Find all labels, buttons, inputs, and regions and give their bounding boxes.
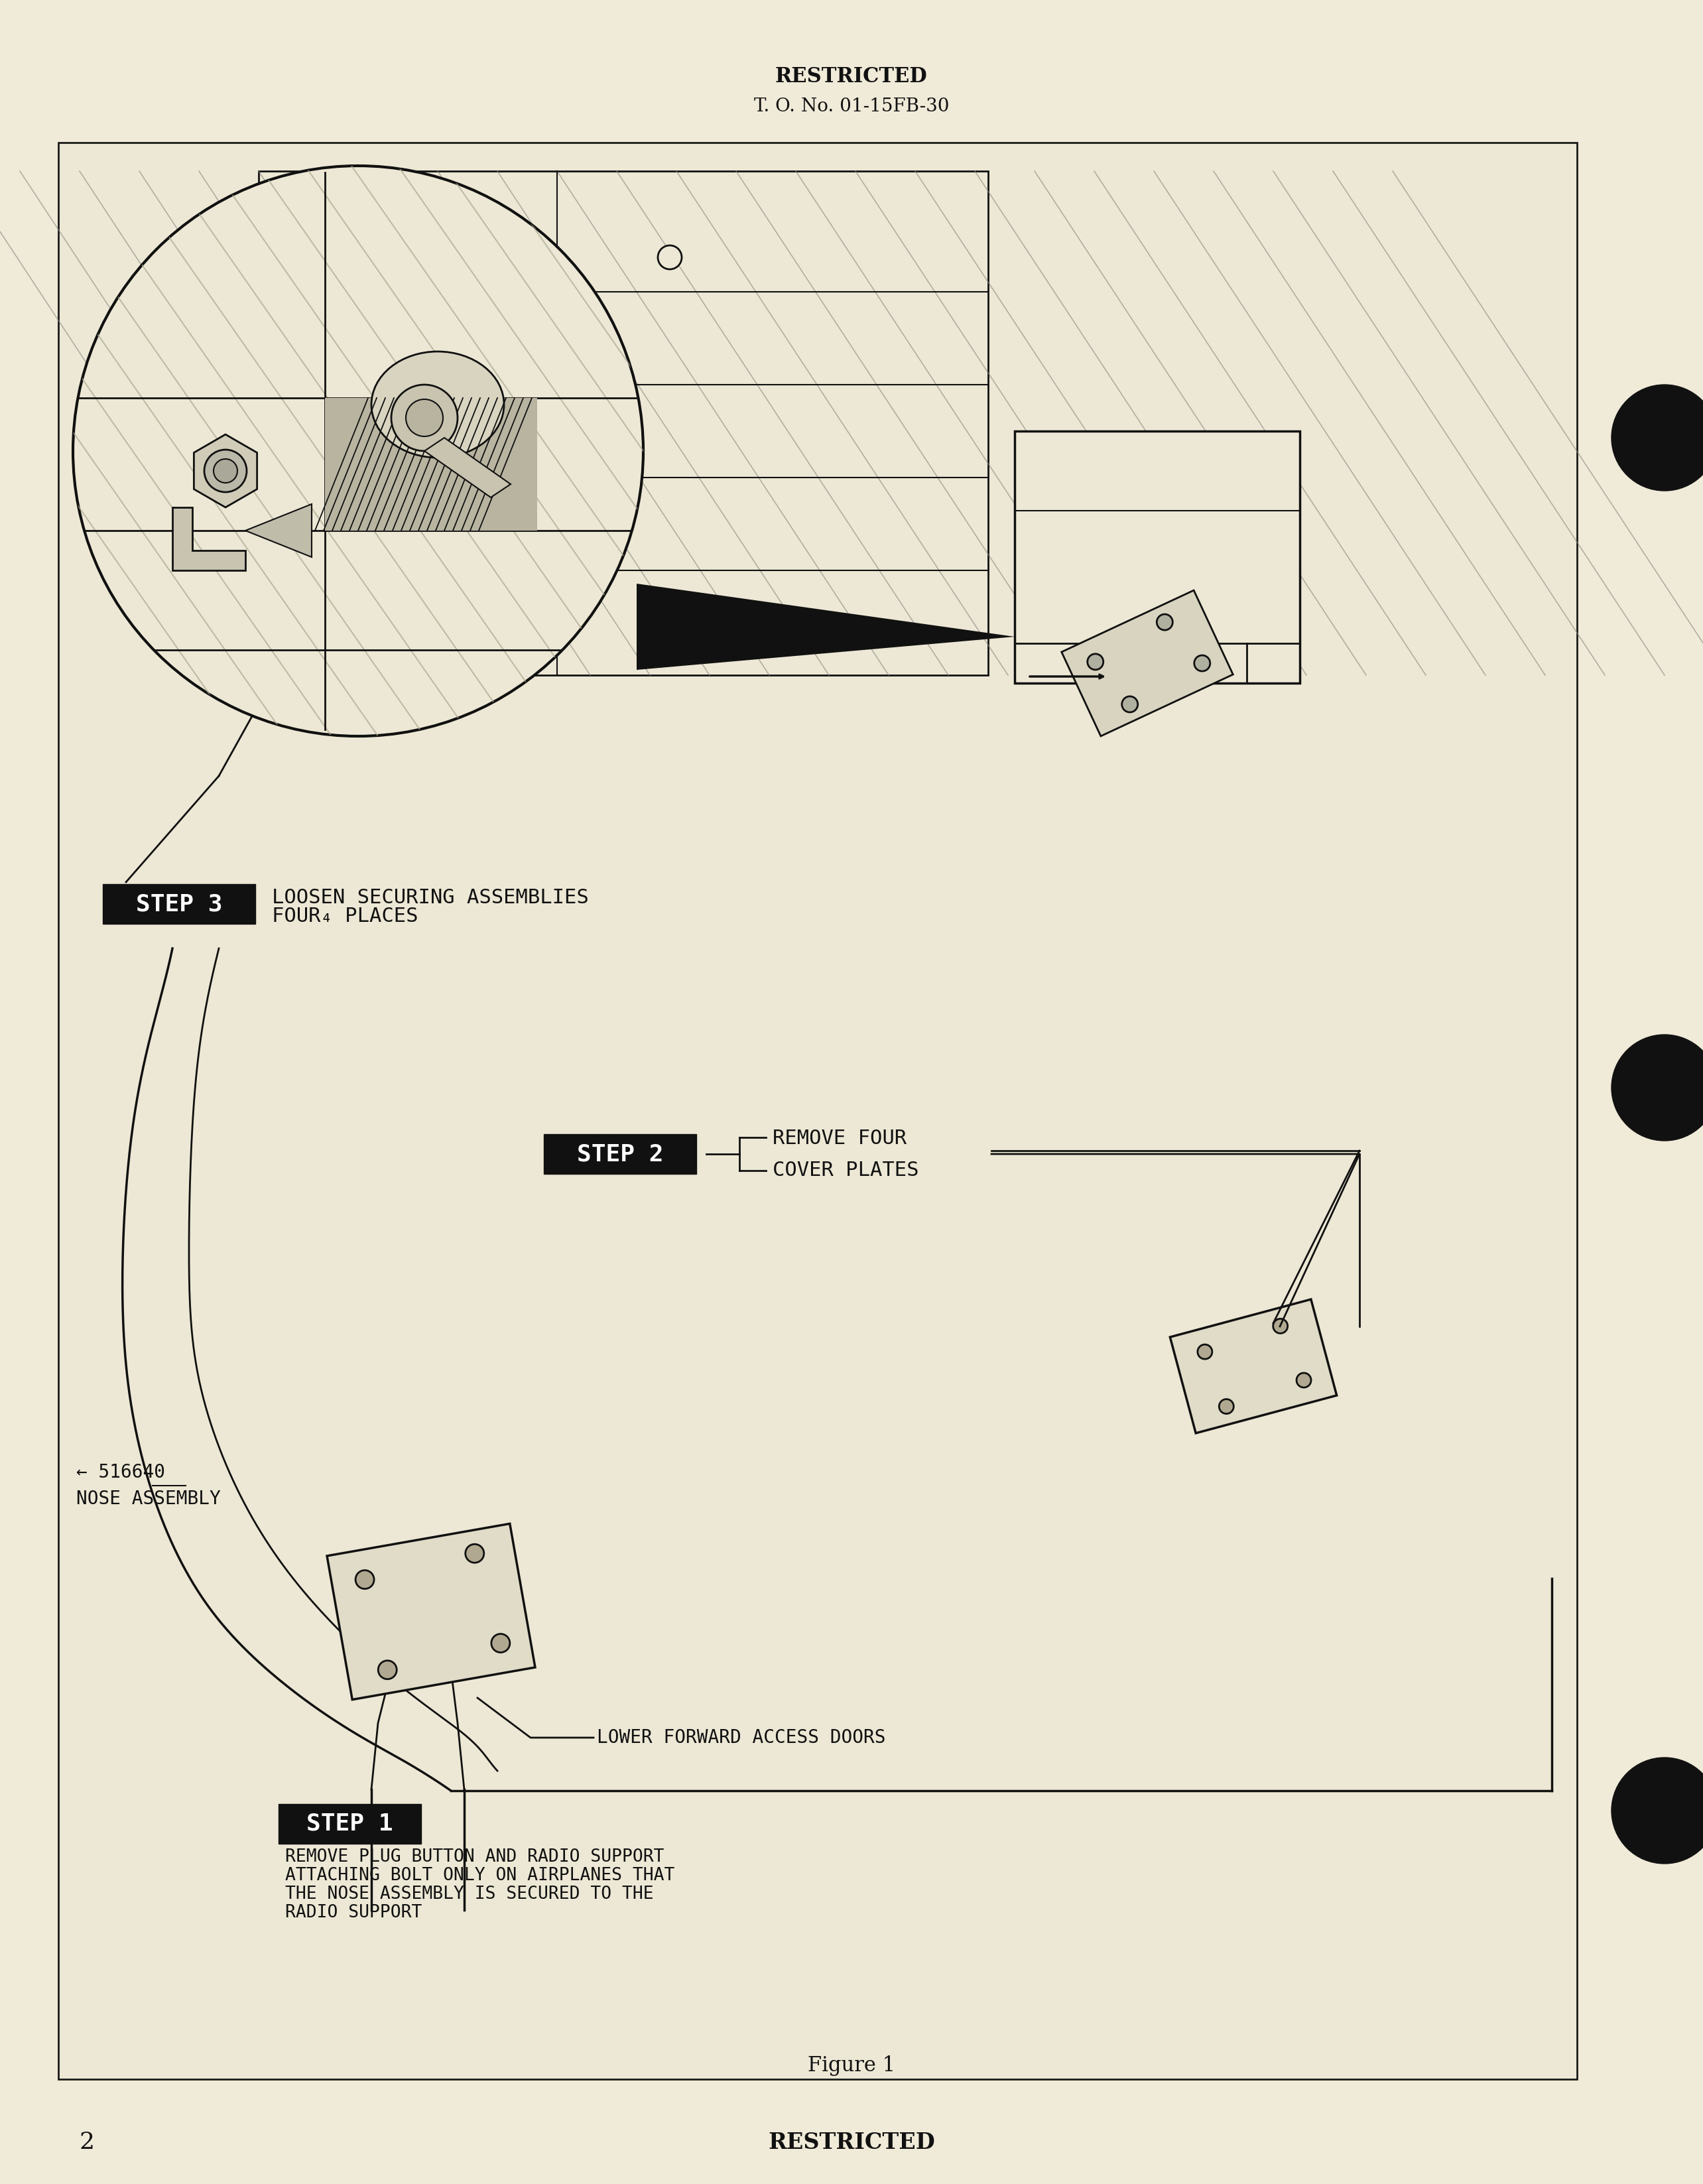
Text: ATTACHING BOLT ONLY ON AIRPLANES THAT: ATTACHING BOLT ONLY ON AIRPLANES THAT bbox=[284, 1867, 674, 1885]
Text: LOWER FORWARD ACCESS DOORS: LOWER FORWARD ACCESS DOORS bbox=[596, 1728, 886, 1747]
Text: REMOVE PLUG BUTTON AND RADIO SUPPORT: REMOVE PLUG BUTTON AND RADIO SUPPORT bbox=[284, 1848, 664, 1865]
Circle shape bbox=[378, 1660, 397, 1679]
Text: STEP 3: STEP 3 bbox=[136, 893, 223, 915]
Circle shape bbox=[1197, 1345, 1213, 1358]
Circle shape bbox=[1219, 1400, 1233, 1413]
Text: Figure 1: Figure 1 bbox=[807, 2055, 896, 2077]
Polygon shape bbox=[245, 505, 312, 557]
Circle shape bbox=[490, 1634, 509, 1653]
Circle shape bbox=[1122, 697, 1138, 712]
Bar bbox=[1015, 430, 1299, 684]
Text: COVER PLATES: COVER PLATES bbox=[773, 1160, 920, 1179]
Circle shape bbox=[204, 450, 247, 491]
Bar bbox=[279, 1804, 421, 1843]
Text: RADIO SUPPORT: RADIO SUPPORT bbox=[284, 1904, 422, 1922]
Text: THE NOSE ASSEMBLY IS SECURED TO THE: THE NOSE ASSEMBLY IS SECURED TO THE bbox=[284, 1885, 654, 1902]
Circle shape bbox=[639, 603, 662, 627]
Text: NOSE ASSEMBLY: NOSE ASSEMBLY bbox=[77, 1489, 221, 1509]
Circle shape bbox=[657, 245, 681, 269]
Text: LOOSEN SECURING ASSEMBLIES: LOOSEN SECURING ASSEMBLIES bbox=[272, 887, 589, 906]
Circle shape bbox=[1611, 1035, 1703, 1140]
Text: ← 516640: ← 516640 bbox=[77, 1463, 165, 1481]
Bar bbox=[102, 885, 255, 924]
Text: STEP 1: STEP 1 bbox=[307, 1813, 393, 1835]
Polygon shape bbox=[637, 583, 1015, 670]
Text: REMOVE FOUR: REMOVE FOUR bbox=[773, 1129, 906, 1149]
Polygon shape bbox=[1170, 1299, 1337, 1433]
Circle shape bbox=[1274, 1319, 1287, 1334]
Circle shape bbox=[392, 384, 458, 450]
Circle shape bbox=[1611, 384, 1703, 491]
Bar bbox=[58, 142, 1577, 2079]
Circle shape bbox=[1611, 1758, 1703, 1863]
Ellipse shape bbox=[73, 166, 644, 736]
Text: T. O. No. 01-15FB-30: T. O. No. 01-15FB-30 bbox=[754, 96, 949, 116]
Circle shape bbox=[1296, 1374, 1311, 1387]
Ellipse shape bbox=[371, 352, 504, 459]
Circle shape bbox=[213, 459, 237, 483]
Circle shape bbox=[1194, 655, 1211, 670]
Circle shape bbox=[1088, 653, 1104, 670]
Circle shape bbox=[465, 1544, 484, 1564]
Circle shape bbox=[356, 1570, 375, 1588]
Text: 2: 2 bbox=[80, 2132, 95, 2153]
Bar bbox=[259, 170, 988, 675]
Text: RESTRICTED: RESTRICTED bbox=[775, 66, 928, 87]
Bar bbox=[325, 397, 536, 531]
Text: FOUR₄ PLACES: FOUR₄ PLACES bbox=[272, 906, 419, 926]
Text: STEP 2: STEP 2 bbox=[577, 1142, 664, 1166]
Circle shape bbox=[405, 400, 443, 437]
Polygon shape bbox=[424, 437, 511, 498]
Polygon shape bbox=[327, 1524, 535, 1699]
Circle shape bbox=[1156, 614, 1173, 631]
Polygon shape bbox=[172, 507, 245, 570]
Bar bbox=[543, 1133, 697, 1175]
Polygon shape bbox=[194, 435, 257, 507]
Text: RESTRICTED: RESTRICTED bbox=[768, 2132, 935, 2153]
Polygon shape bbox=[1061, 590, 1233, 736]
